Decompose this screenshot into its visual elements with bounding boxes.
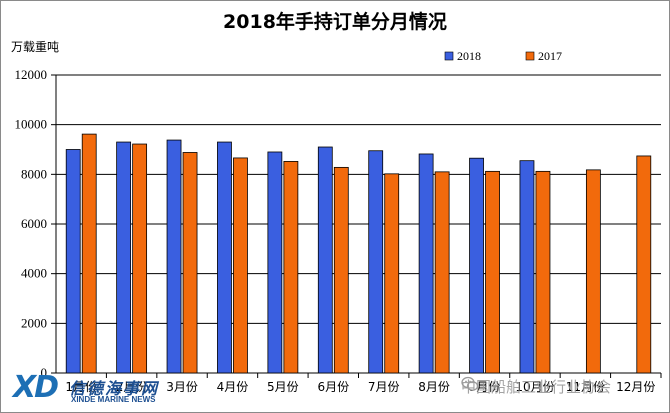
bar-2017-8 xyxy=(434,171,450,374)
wechat-icon xyxy=(461,376,479,391)
y-tick-label: 8000 xyxy=(21,166,47,181)
legend-swatch-2017 xyxy=(525,51,535,61)
bar-2017-7 xyxy=(384,173,400,374)
y-tick-label: 12000 xyxy=(15,67,48,82)
association-watermark-text: 中国船舶工业行业协会 xyxy=(461,377,612,396)
x-tick-label: 5月份 xyxy=(267,380,299,394)
x-tick-label: 6月份 xyxy=(317,380,349,394)
x-tick-label: 3月份 xyxy=(166,380,198,394)
bar-2017-2 xyxy=(132,143,148,374)
bar-2017-5 xyxy=(283,161,299,374)
bar-2018-6 xyxy=(317,146,333,374)
bar-2018-8 xyxy=(418,153,434,374)
bar-2017-4 xyxy=(233,157,248,374)
legend-label-2017: 2017 xyxy=(538,49,562,63)
xinde-logo-mark: XD xyxy=(13,370,59,405)
x-tick-label: 2月份 xyxy=(116,380,148,394)
xinde-logo-cn: 信德海事网 xyxy=(69,379,160,398)
bar-2018-1 xyxy=(65,149,81,374)
x-tick-label: 12月份 xyxy=(616,380,655,394)
bar-2018-2 xyxy=(116,141,132,374)
bar-2017-1 xyxy=(81,133,97,374)
legend-swatch-2018 xyxy=(444,51,454,61)
bar-2018-3 xyxy=(166,139,182,374)
bar-2017-3 xyxy=(182,152,198,374)
x-tick-label: 8月份 xyxy=(418,380,450,394)
y-tick-label: 0 xyxy=(41,365,48,380)
y-tick-label: 4000 xyxy=(21,266,47,281)
bar-2018-9 xyxy=(469,157,484,374)
x-tick-label: 1月份 xyxy=(65,380,97,394)
x-tick-label: 7月份 xyxy=(368,380,400,394)
association-watermark: 中国船舶工业行业协会 xyxy=(461,375,611,397)
chart-title: 2018年手持订单分月情况 xyxy=(223,11,447,33)
xinde-watermark-logo: XD 信德海事网 XINDE MARINE NEWS xyxy=(13,373,203,409)
bar-2018-4 xyxy=(217,141,232,374)
bar-2017-12 xyxy=(636,155,652,374)
legend-label-2018: 2018 xyxy=(457,49,481,63)
bar-2017-6 xyxy=(333,166,349,374)
y-tick-label: 2000 xyxy=(21,315,47,330)
bar-2018-10 xyxy=(519,160,535,374)
y-axis-unit-label: 万载重吨 xyxy=(11,40,60,54)
y-tick-label: 6000 xyxy=(21,216,47,231)
x-tick-label: 4月份 xyxy=(217,380,249,394)
bar-2017-9 xyxy=(485,170,500,374)
x-tick-label: 10月份 xyxy=(515,380,554,394)
y-tick-label: 10000 xyxy=(15,117,48,132)
x-tick-label: 11月份 xyxy=(566,380,605,394)
bar-2018-5 xyxy=(267,151,283,374)
bar-2017-10 xyxy=(535,170,551,374)
bar-2017-11 xyxy=(585,169,601,374)
xinde-logo-en: XINDE MARINE NEWS xyxy=(71,395,156,404)
bar-2018-7 xyxy=(368,150,384,374)
